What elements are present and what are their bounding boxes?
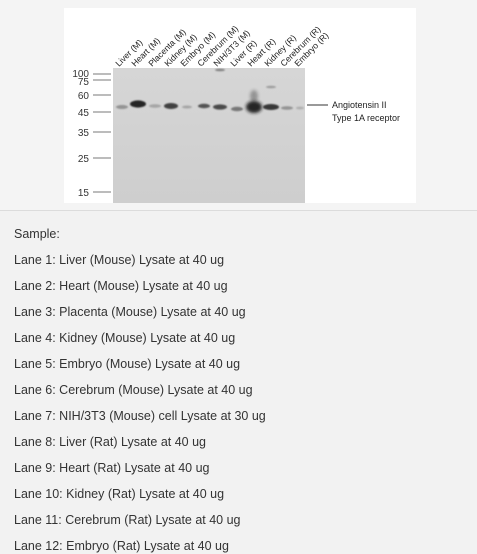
- band-lane-5: [182, 105, 192, 109]
- marker-ticks: [93, 73, 111, 193]
- band-lane-7-top: [215, 68, 225, 72]
- band-lane-10-upper: [266, 85, 276, 89]
- band-lane-2: [130, 100, 146, 108]
- mw-label-25: 25: [78, 154, 90, 165]
- band-lane-4: [164, 103, 178, 109]
- lane-line-5: Lane 5: Embryo (Mouse) Lysate at 40 ug: [14, 357, 241, 371]
- band-lane-9: [246, 101, 262, 113]
- band-lane-8: [231, 106, 243, 112]
- lane-line-10: Lane 10: Kidney (Rat) Lysate at 40 ug: [14, 487, 225, 501]
- lane-line-3: Lane 3: Placenta (Mouse) Lysate at 40 ug: [14, 305, 246, 319]
- lane-line-7: Lane 7: NIH/3T3 (Mouse) cell Lysate at 3…: [14, 409, 266, 423]
- lane-labels: Liver (M) Heart (M) Placenta (M) Kidney …: [113, 23, 330, 68]
- lane-line-8: Lane 8: Liver (Rat) Lysate at 40 ug: [14, 435, 207, 449]
- band-lane-6: [198, 103, 210, 109]
- lane-line-9: Lane 9: Heart (Rat) Lysate at 40 ug: [14, 461, 210, 475]
- sample-list: Sample: Lane 1: Liver (Mouse) Lysate at …: [0, 211, 477, 554]
- bands: [116, 68, 304, 113]
- western-blot-figure: 100 75 60 45 35 25 15: [0, 0, 477, 211]
- mw-label-75: 75: [78, 77, 90, 88]
- blot-svg: 100 75 60 45 35 25 15: [72, 23, 400, 203]
- band-lane-12: [296, 106, 304, 110]
- sample-heading: Sample:: [14, 227, 60, 241]
- band-lane-11: [281, 106, 293, 110]
- band-lane-9-smear: [250, 90, 258, 102]
- band-lane-1: [116, 105, 128, 109]
- lane-line-11: Lane 11: Cerebrum (Rat) Lysate at 40 ug: [14, 513, 241, 527]
- marker-labels: 100 75 60 45 35 25 15: [72, 69, 89, 199]
- membrane: [113, 68, 305, 203]
- mw-label-45: 45: [78, 108, 90, 119]
- lane-line-6: Lane 6: Cerebrum (Mouse) Lysate at 40 ug: [14, 383, 253, 397]
- band-lane-10: [263, 104, 279, 110]
- band-lane-7: [213, 104, 227, 110]
- mw-label-15: 15: [78, 188, 90, 199]
- band-label-line1: Angiotensin II: [332, 100, 387, 110]
- lane-line-4: Lane 4: Kidney (Mouse) Lysate at 40 ug: [14, 331, 236, 345]
- blot-image: 100 75 60 45 35 25 15: [64, 8, 416, 203]
- lane-line-2: Lane 2: Heart (Mouse) Lysate at 40 ug: [14, 279, 228, 293]
- band-lane-3: [149, 104, 161, 108]
- band-label-line2: Type 1A receptor: [332, 113, 400, 123]
- mw-label-60: 60: [78, 91, 90, 102]
- lane-line-1: Lane 1: Liver (Mouse) Lysate at 40 ug: [14, 253, 225, 267]
- mw-label-35: 35: [78, 128, 90, 139]
- lane-line-12: Lane 12: Embryo (Rat) Lysate at 40 ug: [14, 539, 229, 553]
- mw-label-100: 100: [72, 69, 89, 80]
